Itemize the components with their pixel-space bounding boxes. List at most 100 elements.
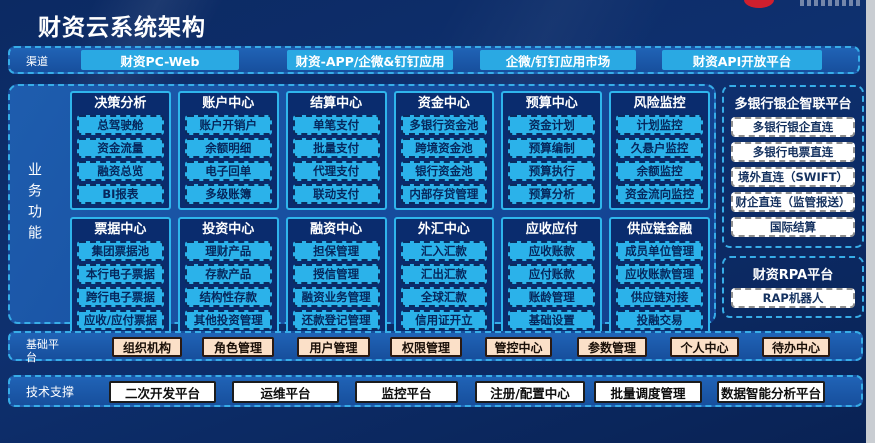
module-chip: 授信管理: [292, 264, 380, 284]
module-title: 外汇中心: [417, 222, 470, 237]
module-title: 票据中心: [94, 222, 147, 237]
module-title: 预算中心: [525, 96, 578, 111]
module-chip: 应收/应付票据: [77, 310, 164, 330]
module-chip: 汇入汇款: [400, 241, 488, 261]
module-chip: 多银行资金池: [400, 115, 488, 135]
channel-chip: 财资PC-Web: [81, 50, 239, 70]
module-chip: 担保管理: [292, 241, 380, 261]
business-functions-panel: 业务功能 决策分析 总驾驶舱 资金流量 融资总览 BI报表 账户中心 账户开销户…: [8, 84, 716, 336]
module-chip: 联动支付: [292, 184, 380, 204]
tech-support-chip: 批量调度管理: [594, 381, 702, 403]
module-chip: 总驾驶舱: [77, 115, 164, 135]
module-title: 风险监控: [633, 96, 686, 111]
module-title: 决策分析: [94, 96, 147, 111]
module-chip: BI报表: [77, 184, 164, 204]
brand-logo-text: [800, 0, 862, 6]
business-functions-label: 业务功能: [26, 162, 42, 246]
tech-support-chip: 运维平台: [232, 381, 339, 403]
module-card: 结算中心 单笔支付 批量支付 代理支付 联动支付: [285, 91, 387, 210]
module-chip: 预算执行: [508, 161, 596, 181]
module-chip: 久悬户监控: [616, 138, 703, 158]
module-title: 应收应付: [525, 222, 578, 237]
base-platform-chip: 待办中心: [762, 337, 830, 357]
module-chip: 计划监控: [616, 115, 703, 135]
tech-support-label: 技术支撑: [26, 385, 75, 399]
module-card: 投资中心 理财产品 存款产品 结构性存款 其他投资管理: [177, 217, 279, 336]
tech-support-chip: 二次开发平台: [109, 381, 216, 403]
module-chip: 本行电子票据: [77, 264, 164, 284]
module-chip: 跨境资金池: [400, 138, 488, 158]
page-title: 财资云系统架构: [38, 15, 206, 41]
module-chip: 预算编制: [508, 138, 596, 158]
module-chip: 汇出汇款: [400, 264, 488, 284]
bank-platform-chip: 国际结算: [731, 217, 855, 237]
tech-support-chip: 注册/配置中心: [475, 381, 585, 403]
bank-platform-chip: 财企直连（监管报送）: [731, 192, 855, 212]
module-title: 资金中心: [417, 96, 470, 111]
module-chip: 融资总览: [77, 161, 164, 181]
module-chip: 其他投资管理: [184, 310, 272, 330]
module-chip: 资金流量: [77, 138, 164, 158]
module-chip: 融资业务管理: [292, 287, 380, 307]
channel-chip: 企微/钉钉应用市场: [480, 50, 636, 70]
module-card: 应收应付 应收账款 应付账款 账龄管理 基础设置: [501, 217, 603, 336]
rpa-platform-chip: RAP机器人: [731, 288, 855, 308]
module-chip: 基础设置: [508, 310, 596, 330]
module-card: 预算中心 资金计划 预算编制 预算执行 预算分析: [501, 91, 603, 210]
module-chip: 跨行电子票据: [77, 287, 164, 307]
bank-platform-chip: 多银行电票直连: [731, 142, 855, 162]
module-chip: 应付账款: [508, 264, 596, 284]
channel-chip: 财资API开放平台: [662, 50, 822, 70]
module-chip: 存款产品: [184, 264, 272, 284]
base-platform-chip: 角色管理: [202, 337, 274, 357]
module-chip: 批量支付: [292, 138, 380, 158]
module-chip: 还款登记管理: [292, 310, 380, 330]
module-chip: 银行资金池: [400, 161, 488, 181]
module-card: 账户中心 账户开销户 余额明细 电子回单 多级账簿: [177, 91, 279, 210]
module-card: 决策分析 总驾驶舱 资金流量 融资总览 BI报表: [70, 91, 171, 210]
module-chip: 多级账簿: [184, 184, 272, 204]
module-chip: 集团票据池: [77, 241, 164, 261]
base-platform-chip: 参数管理: [577, 337, 647, 357]
module-chip: 信用证开立: [400, 310, 488, 330]
module-chip: 理财产品: [184, 241, 272, 261]
bank-platform-panel: 多银行银企智联平台 多银行银企直连 多银行电票直连 境外直连（SWIFT） 财企…: [722, 85, 864, 248]
module-chip: 投融交易: [616, 310, 703, 330]
tech-support-chip: 监控平台: [355, 381, 458, 403]
module-chip: 成员单位管理: [616, 241, 703, 261]
base-platform-chip: 组织机构: [112, 337, 182, 357]
base-platform-chip: 管控中心: [485, 337, 552, 357]
module-chip: 资金流向监控: [616, 184, 703, 204]
base-platform-band: 基础平台 组织机构 角色管理 用户管理 权限管理 管控中心 参数管理 个人中心 …: [8, 331, 863, 364]
module-chip: 内部存贷管理: [400, 184, 488, 204]
base-platform-chip: 用户管理: [297, 337, 370, 357]
brand-logo-icon: [744, 0, 774, 8]
module-card: 资金中心 多银行资金池 跨境资金池 银行资金池 内部存贷管理: [393, 91, 495, 210]
channels-band: 渠道 财资PC-Web 财资-APP/企微&钉钉应用 企微/钉钉应用市场 财资A…: [8, 46, 860, 74]
module-card: 供应链金融 成员单位管理 应收账款管理 供应链对接 投融交易: [609, 217, 710, 336]
module-card: 外汇中心 汇入汇款 汇出汇款 全球汇款 信用证开立: [393, 217, 495, 336]
module-title: 供应链金融: [627, 222, 693, 237]
module-chip: 结构性存款: [184, 287, 272, 307]
module-card: 票据中心 集团票据池 本行电子票据 跨行电子票据 应收/应付票据: [70, 217, 171, 336]
bank-platform-chip: 多银行银企直连: [731, 117, 855, 137]
module-chip: 供应链对接: [616, 287, 703, 307]
module-chip: 单笔支付: [292, 115, 380, 135]
rpa-platform-panel: 财资RPA平台 RAP机器人: [722, 256, 864, 318]
module-title: 结算中心: [310, 96, 363, 111]
module-chip: 应收账款管理: [616, 264, 703, 284]
module-chip: 余额明细: [184, 138, 272, 158]
module-chip: 全球汇款: [400, 287, 488, 307]
module-card: 融资中心 担保管理 授信管理 融资业务管理 还款登记管理: [285, 217, 387, 336]
module-chip: 电子回单: [184, 161, 272, 181]
module-title: 融资中心: [310, 222, 363, 237]
module-title: 账户中心: [202, 96, 255, 111]
tech-support-chip: 数据智能分析平台: [717, 381, 825, 403]
channels-label: 渠道: [26, 55, 48, 68]
base-platform-label: 基础平台: [26, 338, 59, 364]
base-platform-chip: 权限管理: [390, 337, 462, 357]
module-chip: 账户开销户: [184, 115, 272, 135]
module-chip: 账龄管理: [508, 287, 596, 307]
tech-support-band: 技术支撑 二次开发平台 运维平台 监控平台 注册/配置中心 批量调度管理 数据智…: [8, 375, 863, 407]
